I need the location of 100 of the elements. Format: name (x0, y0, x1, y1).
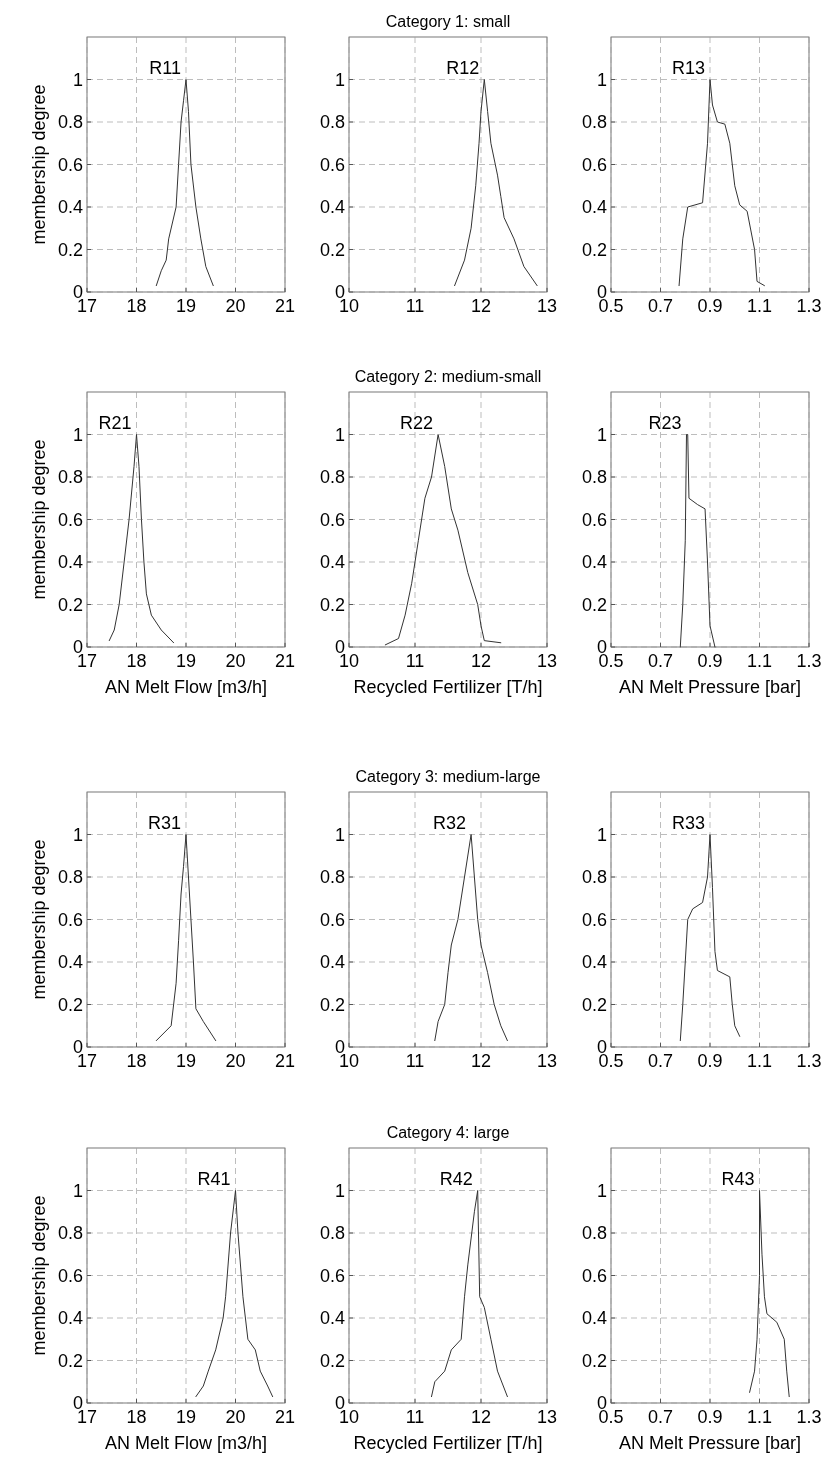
x-tick-label: 12 (470, 651, 492, 671)
y-tick-label: 0.4 (581, 1308, 607, 1328)
y-tick-label: 0.8 (319, 467, 345, 487)
x-tick-label: 1.1 (746, 1407, 773, 1427)
y-tick-label: 0.6 (57, 909, 83, 930)
y-tick-label: 1 (72, 824, 83, 845)
x-tick-label: 13 (536, 651, 558, 671)
x-tick-label: 0.7 (647, 1051, 674, 1071)
y-tick-label: 0.4 (319, 197, 345, 217)
series-label: R41 (197, 1168, 231, 1189)
y-axis-title: membership degree (29, 84, 49, 245)
line-series (454, 79, 538, 287)
x-tick-label: 11 (405, 296, 425, 316)
line-series (155, 79, 214, 287)
x-tick-label: 20 (225, 1051, 246, 1071)
x-axis-title: AN Melt Pressure [bar] (618, 677, 802, 697)
x-tick-label: 12 (470, 1407, 492, 1427)
x-tick-label: 0.7 (647, 651, 674, 671)
x-tick-label: 18 (126, 1051, 147, 1071)
x-tick-label: 13 (536, 1407, 558, 1427)
chart-title: Category 3: medium-large (355, 768, 541, 785)
series-label: R32 (433, 812, 467, 833)
y-tick-label: 0.8 (57, 467, 83, 487)
x-tick-label: 13 (536, 1051, 558, 1071)
x-tick-label: 1.1 (746, 1051, 773, 1071)
line-series (155, 834, 217, 1042)
x-tick-label: 1.3 (796, 1051, 822, 1071)
x-tick-label: 20 (225, 651, 246, 671)
y-tick-label: 0.8 (581, 112, 607, 132)
x-axis-title: AN Melt Flow [m3/h] (104, 677, 268, 697)
y-axis-title: membership degree (29, 1195, 49, 1356)
series-label: R31 (147, 812, 181, 833)
y-tick-label: 0.4 (319, 952, 345, 972)
y-tick-label: 0.6 (581, 909, 607, 930)
x-tick-label: 21 (274, 296, 296, 316)
x-tick-label: 19 (175, 296, 197, 316)
y-tick-label: 0.6 (57, 1265, 83, 1286)
x-tick-label: 21 (274, 1407, 296, 1427)
series-label: R13 (671, 57, 705, 78)
y-tick-label: 0.8 (57, 1223, 83, 1243)
y-tick-label: 1 (72, 1180, 83, 1201)
x-tick-label: 1.1 (746, 651, 773, 671)
y-tick-label: 0.4 (581, 197, 607, 217)
x-tick-label: 11 (405, 651, 425, 671)
x-tick-label: 1.3 (796, 651, 822, 671)
y-tick-label: 0.4 (581, 552, 607, 572)
series-label: R22 (400, 412, 434, 433)
x-tick-label: 21 (274, 651, 296, 671)
y-tick-label: 0.4 (57, 1308, 83, 1328)
y-tick-label: 0.2 (581, 594, 607, 615)
x-axis-title: Recycled Fertilizer [T/h] (353, 1433, 543, 1453)
x-tick-label: 19 (175, 1407, 197, 1427)
y-tick-label: 0.6 (319, 1265, 345, 1286)
y-tick-label: 0.8 (581, 467, 607, 487)
x-tick-label: 18 (126, 651, 147, 671)
y-tick-label: 0.4 (57, 952, 83, 972)
y-tick-label: 0.4 (57, 552, 83, 572)
y-tick-label: 0.2 (581, 239, 607, 260)
series-label: R43 (721, 1168, 755, 1189)
line-series (679, 434, 716, 648)
x-tick-label: 1.3 (796, 296, 822, 316)
y-tick-label: 0.2 (319, 994, 345, 1015)
y-tick-label: 1 (596, 824, 607, 845)
y-tick-label: 0.2 (319, 594, 345, 615)
y-tick-label: 1 (596, 1180, 607, 1201)
x-tick-label: 0.9 (697, 296, 723, 316)
y-tick-label: 0.6 (57, 154, 83, 175)
chart-title: Category 4: large (386, 1124, 510, 1141)
y-tick-label: 0.6 (57, 509, 83, 530)
y-axis-title: membership degree (29, 439, 49, 600)
y-tick-label: 0.2 (319, 1350, 345, 1371)
line-series (195, 1190, 274, 1398)
y-tick-label: 0.6 (319, 154, 345, 175)
y-tick-label: 0.6 (581, 154, 607, 175)
y-axis-title: membership degree (29, 839, 49, 1000)
y-tick-label: 0.4 (57, 197, 83, 217)
y-tick-label: 0.2 (581, 1350, 607, 1371)
y-tick-label: 0.2 (57, 239, 83, 260)
chart-title: Category 2: medium-small (354, 368, 542, 385)
x-tick-label: 0.7 (647, 1407, 674, 1427)
x-tick-label: 11 (405, 1407, 425, 1427)
line-series (108, 434, 175, 644)
y-tick-label: 1 (72, 69, 83, 90)
x-tick-label: 18 (126, 1407, 147, 1427)
line-series (679, 834, 741, 1042)
y-tick-label: 0.8 (319, 867, 345, 887)
y-tick-label: 1 (334, 1180, 345, 1201)
y-tick-label: 0.4 (319, 1308, 345, 1328)
y-tick-label: 1 (596, 424, 607, 445)
series-label: R42 (439, 1168, 473, 1189)
x-axis-title: Recycled Fertilizer [T/h] (353, 677, 543, 697)
y-tick-label: 1 (72, 424, 83, 445)
x-tick-label: 20 (225, 296, 246, 316)
y-tick-label: 0.8 (581, 1223, 607, 1243)
x-tick-label: 0.9 (697, 651, 723, 671)
x-tick-label: 0.9 (697, 1407, 723, 1427)
x-tick-label: 0.7 (647, 296, 674, 316)
x-tick-label: 20 (225, 1407, 246, 1427)
x-tick-label: 12 (470, 1051, 492, 1071)
y-tick-label: 0.6 (319, 509, 345, 530)
